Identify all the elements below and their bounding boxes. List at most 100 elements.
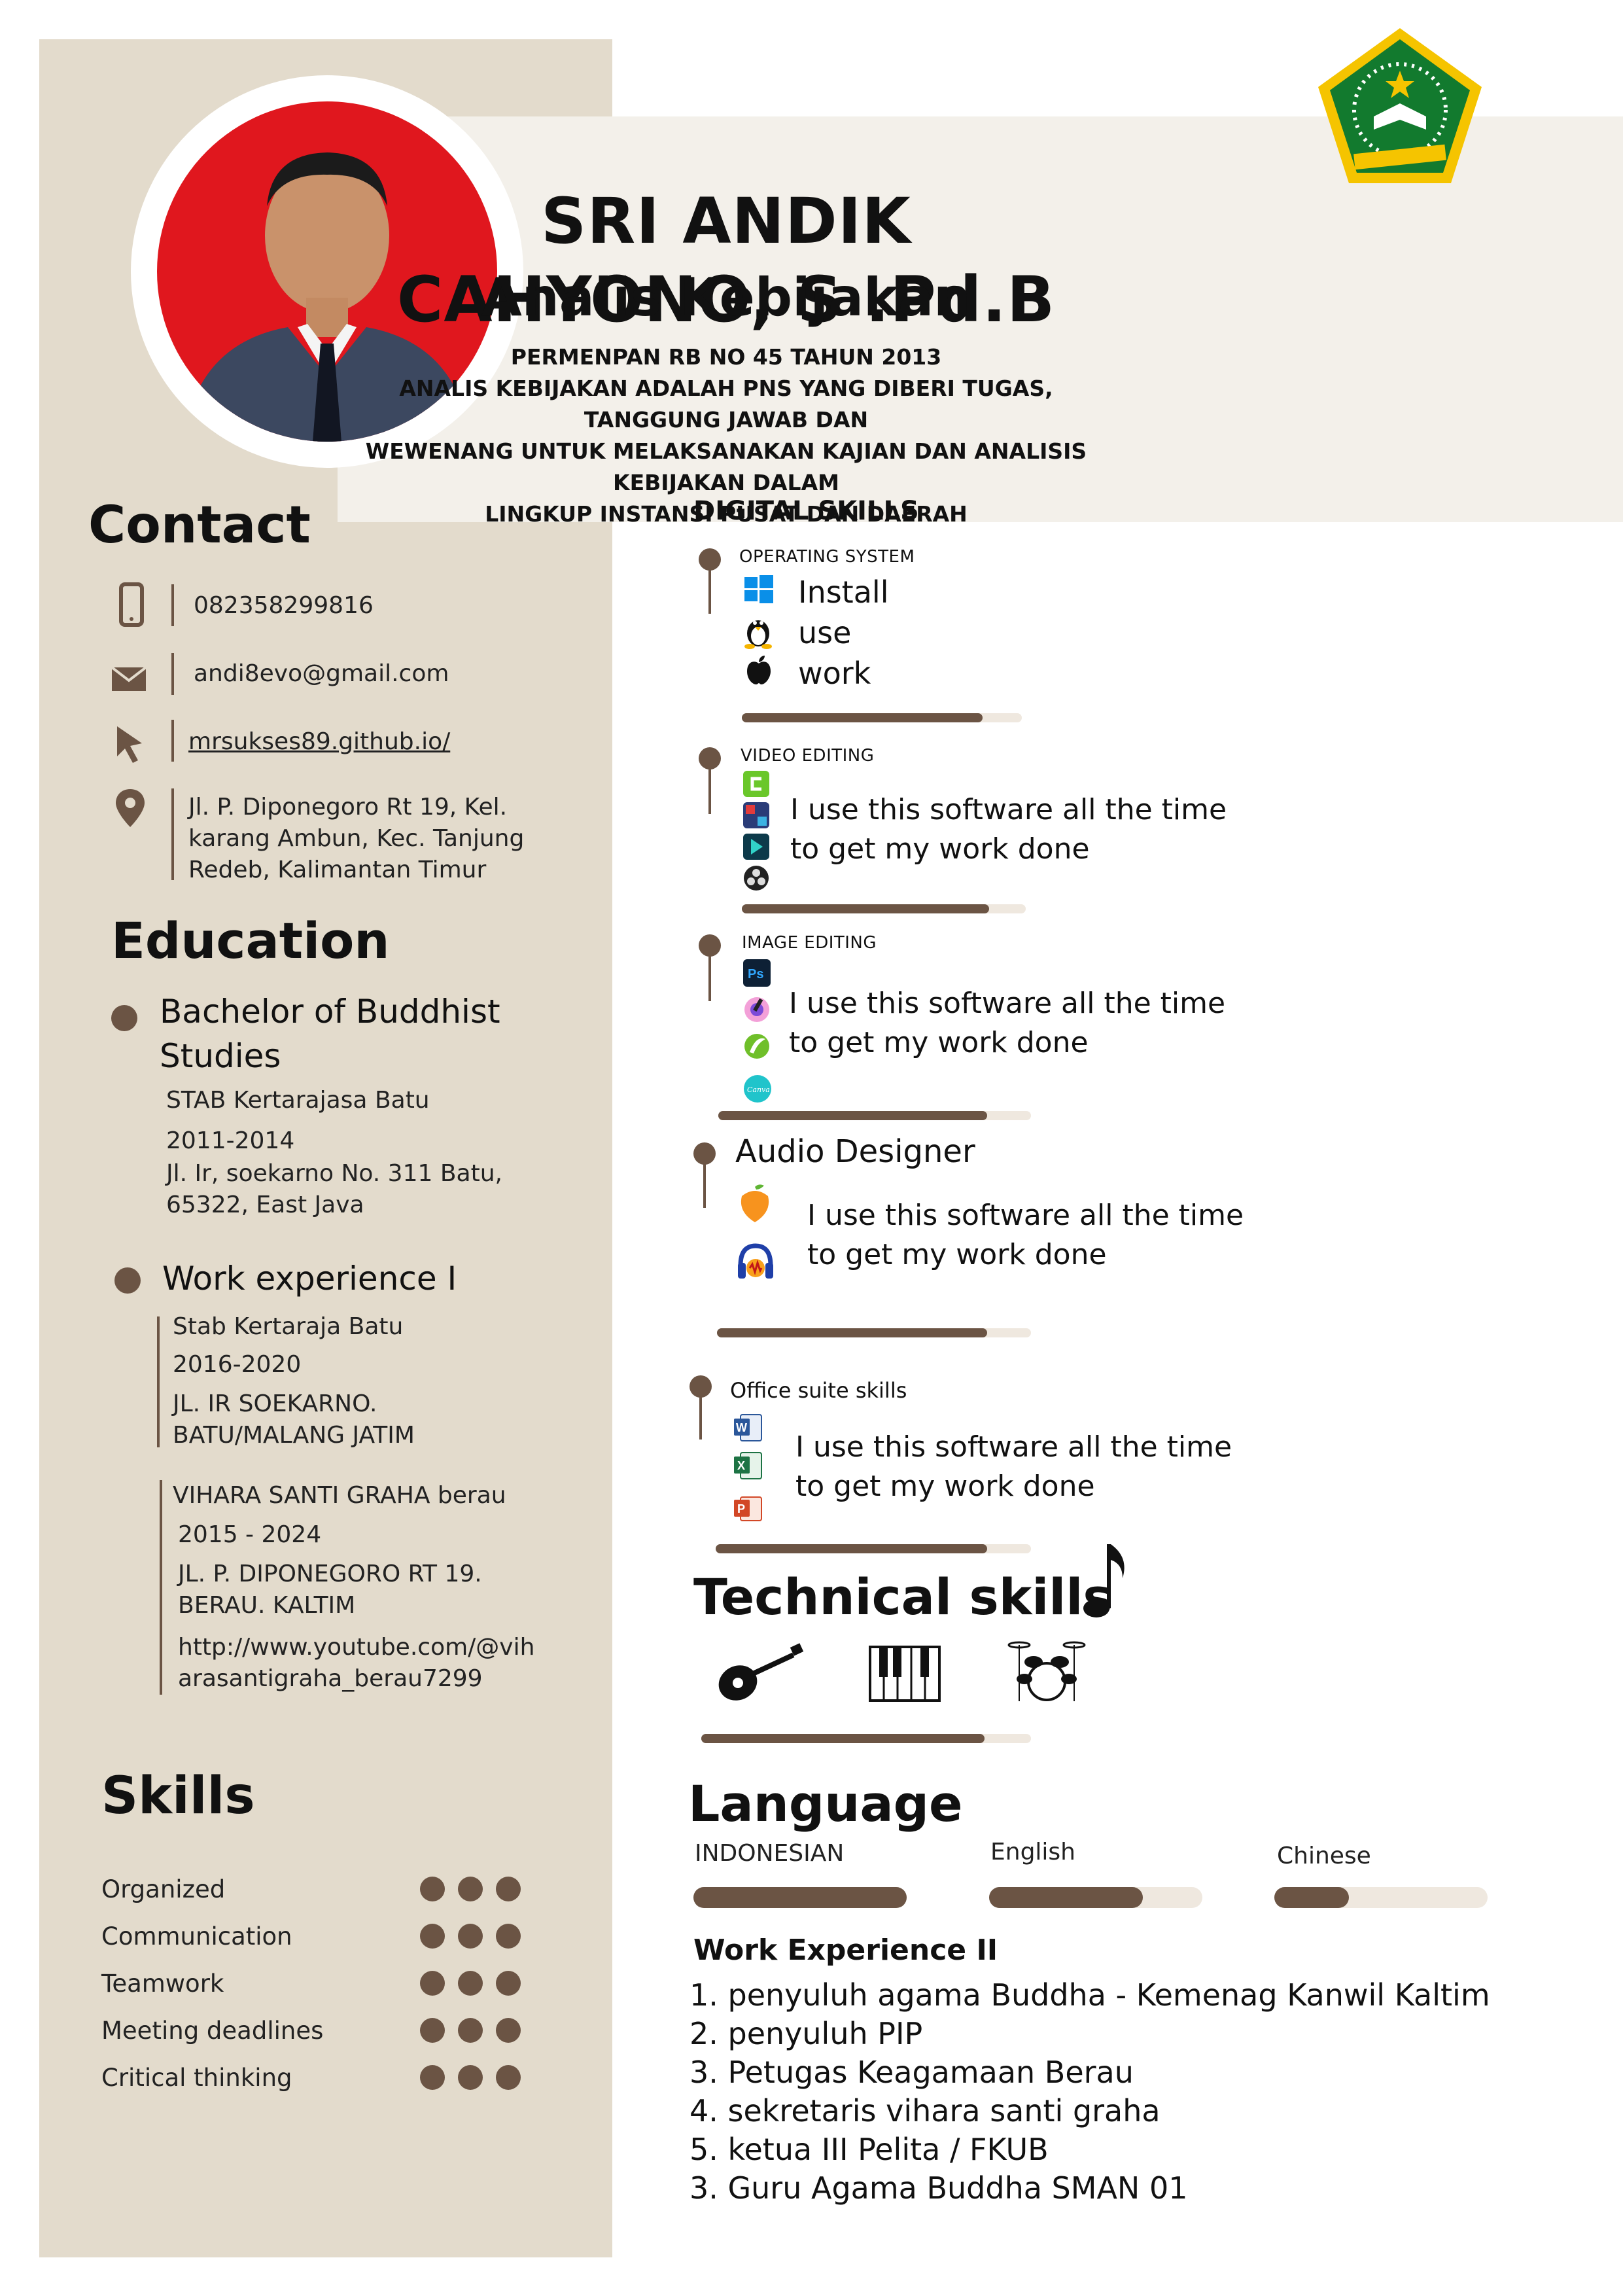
skill-rating-dot bbox=[496, 1877, 521, 1901]
school-name: STAB Kertarajasa Batu bbox=[166, 1087, 430, 1114]
digital-skills-heading: DIGITAL SKILLS bbox=[693, 496, 919, 526]
canva-icon: Canva bbox=[743, 1074, 772, 1106]
audio-text: I use this software all the time to get … bbox=[807, 1196, 1244, 1275]
language-name: English bbox=[990, 1839, 1075, 1865]
photoshop-icon: Ps bbox=[743, 959, 771, 989]
address-line: Jl. P. Diponegoro Rt 19, Kel. bbox=[188, 794, 508, 821]
timeline-line bbox=[699, 1390, 702, 1439]
email-address[interactable]: andi8evo@gmail.com bbox=[194, 660, 449, 687]
job2-link[interactable]: http://www.youtube.com/@vih arasantigrah… bbox=[178, 1632, 534, 1695]
school-address-line: 65322, East Java bbox=[166, 1192, 364, 1218]
excel-icon: X bbox=[733, 1451, 763, 1483]
cursor-icon bbox=[108, 721, 154, 767]
skill-rating-dot bbox=[458, 1924, 483, 1949]
skill-rating-dot bbox=[458, 1971, 483, 1996]
audacity-icon bbox=[735, 1242, 776, 1285]
divider bbox=[157, 1316, 160, 1447]
skill-rating-dot bbox=[496, 1924, 521, 1949]
audio-text-line: to get my work done bbox=[807, 1238, 1107, 1271]
skill-rating-dot bbox=[420, 1877, 445, 1901]
word-icon: W bbox=[733, 1413, 763, 1445]
piano-icon bbox=[869, 1646, 941, 1704]
job2-link-line: arasantigraha_berau7299 bbox=[178, 1665, 483, 1692]
work2-item: 4. sekretaris vihara santi graha bbox=[689, 2093, 1161, 2128]
os-level-fill bbox=[742, 713, 983, 722]
language-level-fill bbox=[989, 1887, 1143, 1908]
work2-item: 5. ketua III Pelita / FKUB bbox=[689, 2132, 1049, 2167]
email-icon bbox=[108, 654, 154, 700]
language-heading: Language bbox=[688, 1775, 963, 1833]
language-level-fill bbox=[693, 1887, 907, 1908]
skill-name: Critical thinking bbox=[101, 2064, 292, 2092]
os-text: Install use work bbox=[798, 572, 888, 694]
job-description-line: LINGKUP INSTANSI PUSAT DAN DAERAH bbox=[485, 501, 968, 527]
svg-text:X: X bbox=[737, 1459, 745, 1472]
skill-rating-dot bbox=[496, 1971, 521, 1996]
video-text-line: I use this software all the time bbox=[790, 793, 1227, 826]
language-level-fill bbox=[1274, 1887, 1350, 1908]
divider bbox=[171, 788, 174, 880]
timeline-line bbox=[708, 563, 711, 614]
paint-icon bbox=[743, 996, 771, 1026]
fl-studio-icon bbox=[735, 1183, 775, 1227]
skill-rating-dot bbox=[420, 2065, 445, 2090]
skill-row: Meeting deadlines bbox=[101, 2013, 533, 2052]
degree-line: Studies bbox=[160, 1037, 281, 1075]
location-pin-icon bbox=[108, 785, 154, 831]
linux-icon bbox=[739, 611, 777, 652]
audio-text-line: I use this software all the time bbox=[807, 1199, 1244, 1232]
office-text-line: to get my work done bbox=[795, 1470, 1095, 1503]
skill-name: Organized bbox=[101, 1875, 226, 1903]
avatar bbox=[157, 101, 497, 442]
skill-rating-dot bbox=[458, 1877, 483, 1901]
skill-rating-dot bbox=[496, 2065, 521, 2090]
video-level-track bbox=[742, 904, 1026, 913]
website-link[interactable]: mrsukses89.github.io/ bbox=[188, 728, 451, 755]
work2-heading: Work Experience II bbox=[693, 1934, 998, 1967]
skill-name: Teamwork bbox=[101, 1969, 224, 1998]
filmora-icon bbox=[743, 834, 769, 862]
regulation-reference: PERMENPAN RB NO 45 TAHUN 2013 bbox=[510, 344, 942, 370]
image-text: I use this software all the time to get … bbox=[789, 984, 1225, 1063]
skills-heading: Skills bbox=[101, 1767, 255, 1826]
divider bbox=[171, 720, 174, 762]
video-level-fill bbox=[742, 904, 989, 913]
office-label: Office suite skills bbox=[730, 1378, 907, 1403]
skill-rating-dot bbox=[420, 2018, 445, 2043]
svg-text:Ps: Ps bbox=[748, 967, 763, 981]
skill-name: Communication bbox=[101, 1922, 292, 1951]
school-address: Jl. Ir, soekarno No. 311 Batu, 65322, Ea… bbox=[166, 1158, 502, 1221]
divider bbox=[160, 1480, 162, 1695]
os-text-line: use bbox=[798, 615, 852, 650]
bullet bbox=[111, 1005, 137, 1031]
video-label: VIDEO EDITING bbox=[741, 746, 875, 766]
coreldraw-icon bbox=[743, 1033, 771, 1063]
work2-item: 3. Guru Agama Buddha SMAN 01 bbox=[689, 2170, 1188, 2206]
work2-list: 1. penyuluh agama Buddha - Kemenag Kanwi… bbox=[689, 1976, 1490, 2208]
language-level-track bbox=[1274, 1887, 1488, 1908]
svg-text:W: W bbox=[736, 1421, 747, 1434]
work2-item: 3. Petugas Keagamaan Berau bbox=[689, 2055, 1134, 2090]
skill-row: Communication bbox=[101, 1918, 533, 1958]
audio-level-fill bbox=[717, 1328, 987, 1337]
skill-rating-dot bbox=[420, 1971, 445, 1996]
video-text-line: to get my work done bbox=[790, 832, 1090, 866]
language-name: INDONESIAN bbox=[695, 1840, 845, 1867]
windows-icon bbox=[743, 573, 775, 607]
technical-skills-heading: Technical skills bbox=[693, 1568, 1113, 1626]
image-text-line: I use this software all the time bbox=[789, 987, 1226, 1020]
language-level-track bbox=[989, 1887, 1202, 1908]
image-label: IMAGE EDITING bbox=[742, 933, 877, 953]
full-name: SRI ANDIK CAHYONO, S .Pd.B bbox=[396, 185, 1056, 336]
video-text: I use this software all the time to get … bbox=[790, 790, 1227, 869]
job-description-line: ANALIS KEBIJAKAN ADALAH PNS YANG DIBERI … bbox=[399, 376, 1053, 433]
canva-logo-text: Canva bbox=[747, 1086, 770, 1094]
phone-number[interactable]: 082358299816 bbox=[194, 592, 374, 619]
skill-rating-dot bbox=[420, 1924, 445, 1949]
header-band bbox=[338, 116, 1623, 522]
job1-address: JL. IR SOEKARNO. BATU/MALANG JATIM bbox=[173, 1388, 415, 1451]
job-description-line: WEWENANG UNTUK MELAKSANAKAN KAJIAN DAN A… bbox=[365, 438, 1087, 495]
image-text-line: to get my work done bbox=[789, 1026, 1089, 1059]
contact-heading: Contact bbox=[88, 496, 311, 555]
ministry-logo bbox=[1315, 25, 1485, 188]
